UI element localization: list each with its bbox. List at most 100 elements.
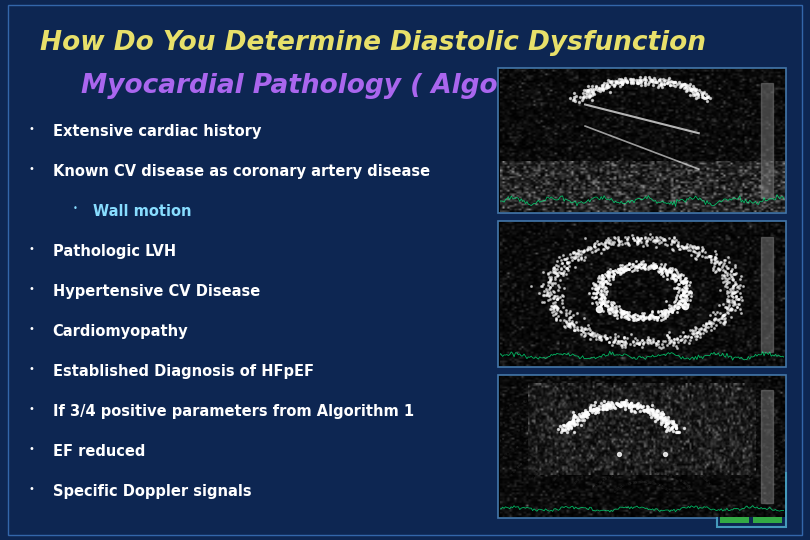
Point (513, 461, 526, 470)
Point (653, 268, 666, 276)
Point (698, 247, 711, 256)
Point (693, 333, 706, 341)
Point (578, 329, 591, 338)
Point (661, 76, 674, 85)
Point (618, 400, 631, 408)
Point (595, 278, 608, 286)
Point (574, 421, 587, 429)
Point (695, 245, 708, 254)
Point (567, 248, 580, 257)
Point (614, 401, 627, 409)
Point (601, 236, 614, 245)
Point (747, 453, 760, 461)
Point (630, 266, 643, 274)
Point (624, 339, 637, 348)
Point (578, 408, 591, 416)
Point (615, 75, 628, 83)
Point (571, 249, 584, 258)
Point (536, 268, 549, 276)
Text: •: • (28, 244, 34, 254)
Point (608, 330, 621, 339)
Point (663, 78, 676, 87)
Point (546, 477, 559, 486)
Point (697, 93, 710, 102)
Point (698, 474, 711, 483)
Point (668, 426, 681, 435)
Point (554, 469, 567, 477)
Point (646, 77, 659, 86)
Point (660, 470, 673, 479)
Point (680, 85, 693, 94)
Point (650, 262, 663, 271)
Point (645, 310, 658, 319)
Point (595, 82, 608, 91)
Point (530, 469, 543, 477)
Point (571, 386, 584, 394)
Point (612, 470, 625, 478)
Point (623, 312, 636, 320)
Point (712, 263, 725, 272)
Point (636, 402, 649, 411)
Point (690, 442, 703, 450)
Point (648, 264, 661, 272)
Point (671, 299, 684, 307)
Point (551, 271, 564, 280)
Point (659, 314, 671, 322)
Point (600, 271, 613, 280)
Point (594, 463, 607, 471)
Point (642, 312, 655, 321)
Point (588, 465, 601, 474)
Point (611, 401, 624, 410)
Point (665, 268, 678, 276)
Point (718, 274, 731, 282)
Point (601, 404, 614, 413)
Point (606, 403, 619, 411)
Point (552, 452, 565, 461)
Point (693, 470, 706, 479)
Point (551, 294, 564, 302)
Point (660, 270, 673, 279)
Point (765, 446, 778, 455)
Point (659, 483, 671, 492)
Point (695, 472, 708, 481)
Point (692, 328, 705, 336)
Point (662, 334, 675, 343)
Point (615, 309, 628, 318)
Point (690, 332, 703, 340)
Point (701, 97, 714, 106)
Point (607, 267, 620, 275)
Point (650, 410, 663, 418)
Point (633, 478, 646, 487)
Point (625, 231, 638, 240)
Point (676, 286, 688, 294)
Point (671, 426, 684, 435)
Point (702, 92, 715, 100)
Point (581, 325, 594, 334)
Point (642, 315, 655, 323)
Point (506, 446, 519, 455)
Point (642, 456, 654, 465)
Point (624, 457, 637, 465)
Point (601, 79, 614, 87)
Point (617, 469, 630, 477)
Point (714, 258, 727, 266)
Point (688, 395, 701, 404)
Point (597, 476, 610, 484)
Point (716, 468, 729, 476)
Point (758, 461, 771, 470)
Point (618, 457, 631, 466)
Point (652, 76, 665, 84)
Point (638, 261, 651, 270)
Point (554, 293, 567, 302)
Point (718, 452, 731, 461)
Point (567, 311, 580, 320)
Point (732, 300, 745, 309)
Point (704, 93, 717, 102)
Point (549, 268, 562, 277)
Point (573, 415, 586, 424)
Point (595, 275, 608, 284)
Point (588, 408, 601, 417)
Point (592, 295, 605, 303)
Point (665, 416, 678, 425)
Point (530, 419, 543, 428)
